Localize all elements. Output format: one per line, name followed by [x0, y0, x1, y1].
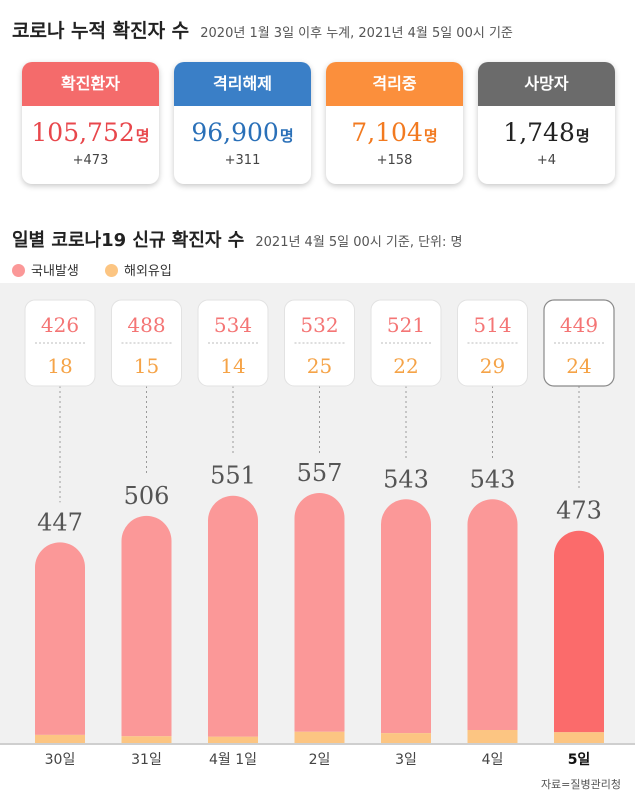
card-label: 격리중	[326, 62, 463, 106]
legend-label-overseas: 해외유입	[123, 264, 172, 279]
card-unit: 명	[279, 127, 294, 145]
card-delta: +311	[224, 153, 261, 168]
overseas-label: 29	[480, 354, 505, 378]
section-title-row: 일별 코로나19 신규 확진자 수 2021년 4월 5일 00시 기준, 단위…	[12, 226, 463, 252]
bar-domestic	[467, 499, 518, 730]
card-value-row: 96,900명	[174, 118, 311, 147]
overseas-label: 14	[220, 354, 245, 378]
total-label: 473	[556, 497, 602, 525]
section-subtitle: 2021년 4월 5일 00시 기준, 단위: 명	[255, 235, 463, 250]
bar-overseas	[35, 734, 85, 743]
bar-domestic	[294, 492, 345, 732]
x-tick-label: 31일	[131, 752, 162, 768]
legend-swatch-domestic	[12, 264, 25, 277]
legend-label-domestic: 국내발생	[31, 264, 79, 279]
total-label: 506	[124, 482, 170, 510]
card-label: 격리해제	[174, 62, 311, 106]
section-title: 일별 코로나19 신규 확진자 수	[12, 230, 245, 251]
overseas-label: 24	[566, 354, 591, 378]
overseas-label: 22	[393, 354, 418, 378]
card-value: 7,104	[351, 118, 423, 147]
card-released: 격리해제 96,900명 +311	[174, 62, 311, 184]
card-delta: +158	[376, 153, 413, 168]
domestic-label: 426	[41, 313, 79, 337]
card-unit: 명	[423, 127, 438, 145]
card-label: 확진환자	[22, 62, 159, 106]
card-value: 96,900	[191, 118, 279, 147]
page-title: 코로나 누적 확진자 수	[12, 20, 190, 42]
card-value-row: 1,748명	[478, 118, 615, 147]
card-delta: +473	[72, 153, 109, 168]
card-isolated: 격리중 7,104명 +158	[326, 62, 463, 184]
x-tick-label: 5일	[568, 752, 591, 768]
x-tick-label: 2일	[309, 752, 331, 768]
bar-overseas	[381, 733, 431, 743]
x-tick-label: 4월 1일	[209, 752, 257, 768]
legend-item-overseas: 해외유입	[104, 260, 172, 279]
card-confirmed: 확진환자 105,752명 +473	[22, 62, 159, 184]
bar-domestic	[35, 542, 85, 735]
total-label: 447	[37, 508, 83, 536]
domestic-label: 532	[300, 313, 338, 337]
page-subtitle: 2020년 1월 3일 이후 누계, 2021년 4월 5일 00시 기준	[200, 26, 513, 41]
x-axis-line	[0, 743, 635, 745]
bar-overseas	[294, 731, 345, 743]
domestic-label: 488	[127, 313, 165, 337]
page-title-row: 코로나 누적 확진자 수 2020년 1월 3일 이후 누계, 2021년 4월…	[12, 16, 513, 43]
bar-domestic	[554, 530, 604, 733]
chart-legend: 국내발생 해외유입	[12, 260, 194, 279]
legend-item-domestic: 국내발생	[12, 260, 79, 279]
card-label: 사망자	[478, 62, 615, 106]
total-label: 557	[297, 459, 343, 487]
domestic-label: 449	[560, 313, 598, 337]
bar-domestic	[381, 499, 431, 734]
source-note: 자료=질병관리청	[540, 778, 621, 791]
total-label: 551	[210, 462, 256, 490]
bar-domestic	[121, 515, 172, 737]
bar-domestic	[208, 495, 258, 737]
bar-overseas	[208, 736, 258, 743]
card-value: 1,748	[503, 118, 575, 147]
overseas-label: 25	[307, 354, 332, 378]
card-unit: 명	[575, 127, 590, 145]
domestic-label: 534	[214, 313, 252, 337]
total-label: 543	[470, 465, 516, 493]
card-value: 105,752	[31, 118, 135, 147]
overseas-label: 15	[134, 354, 159, 378]
card-value-row: 7,104명	[326, 118, 463, 147]
summary-cards: 확진환자 105,752명 +473 격리해제 96,900명 +311 격리중…	[22, 62, 616, 186]
bar-overseas	[121, 736, 172, 743]
card-unit: 명	[135, 127, 150, 145]
total-label: 543	[383, 465, 429, 493]
x-tick-label: 30일	[45, 752, 76, 768]
card-deaths: 사망자 1,748명 +4	[478, 62, 615, 184]
bar-overseas	[554, 732, 604, 743]
domestic-label: 514	[473, 313, 511, 337]
x-tick-label: 3일	[395, 752, 417, 768]
legend-swatch-overseas	[104, 264, 118, 277]
card-delta: +4	[536, 153, 557, 168]
bar-overseas	[467, 729, 518, 743]
overseas-label: 18	[47, 354, 72, 378]
domestic-label: 521	[387, 313, 425, 337]
x-tick-label: 4일	[482, 752, 504, 768]
card-value-row: 105,752명	[22, 118, 159, 147]
